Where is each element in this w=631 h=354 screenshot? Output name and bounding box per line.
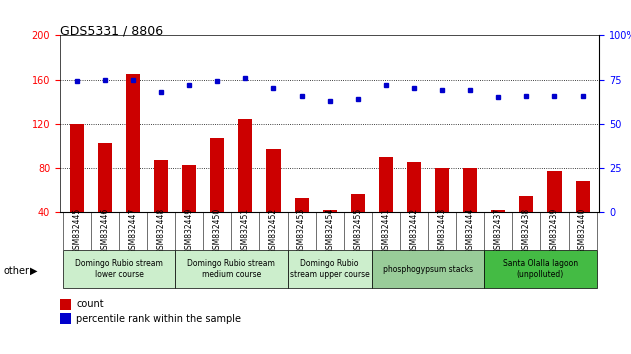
Text: percentile rank within the sample: percentile rank within the sample: [76, 314, 241, 324]
Text: phosphogypsum stacks: phosphogypsum stacks: [383, 264, 473, 274]
FancyBboxPatch shape: [175, 250, 288, 288]
Text: GSM832451: GSM832451: [241, 208, 250, 254]
FancyBboxPatch shape: [62, 250, 175, 288]
Bar: [70, 124, 84, 212]
Bar: [98, 143, 112, 212]
Text: Domingo Rubio stream
lower course: Domingo Rubio stream lower course: [75, 259, 163, 279]
Bar: [154, 160, 168, 212]
Bar: [519, 196, 533, 212]
FancyBboxPatch shape: [484, 250, 597, 288]
Text: GSM832442: GSM832442: [410, 208, 418, 254]
Text: GSM832437: GSM832437: [494, 208, 503, 254]
Text: GSM832441: GSM832441: [381, 208, 391, 254]
Text: GSM832455: GSM832455: [353, 208, 362, 254]
Bar: [492, 210, 505, 212]
Text: GSM832454: GSM832454: [325, 208, 334, 254]
Text: GDS5331 / 8806: GDS5331 / 8806: [60, 25, 163, 38]
Text: GSM832447: GSM832447: [129, 208, 138, 254]
Text: count: count: [76, 299, 104, 309]
Text: GSM832440: GSM832440: [578, 208, 587, 254]
Text: GSM832448: GSM832448: [156, 208, 165, 254]
Bar: [435, 168, 449, 212]
Bar: [407, 161, 421, 212]
Text: GSM832439: GSM832439: [550, 208, 559, 254]
Text: Domingo Rubio
stream upper course: Domingo Rubio stream upper course: [290, 259, 370, 279]
Bar: [239, 120, 252, 212]
Bar: [126, 74, 140, 212]
Text: ▶: ▶: [30, 266, 38, 276]
Text: GSM832445: GSM832445: [73, 208, 81, 254]
FancyBboxPatch shape: [372, 250, 484, 288]
FancyBboxPatch shape: [288, 250, 372, 288]
Text: GSM832444: GSM832444: [466, 208, 475, 254]
Bar: [210, 138, 225, 212]
Text: other: other: [3, 266, 29, 276]
Text: GSM832438: GSM832438: [522, 208, 531, 254]
Bar: [182, 165, 196, 212]
Text: GSM832450: GSM832450: [213, 208, 222, 254]
Bar: [351, 194, 365, 212]
Text: GSM832449: GSM832449: [185, 208, 194, 254]
Bar: [575, 181, 589, 212]
Text: Santa Olalla lagoon
(unpolluted): Santa Olalla lagoon (unpolluted): [503, 259, 578, 279]
Text: GSM832446: GSM832446: [100, 208, 109, 254]
Bar: [548, 171, 562, 212]
Text: GSM832443: GSM832443: [437, 208, 447, 254]
Bar: [266, 149, 281, 212]
Bar: [322, 210, 337, 212]
Bar: [379, 157, 393, 212]
Text: GSM832453: GSM832453: [297, 208, 306, 254]
Text: GSM832452: GSM832452: [269, 208, 278, 254]
Bar: [463, 168, 477, 212]
Bar: [295, 198, 309, 212]
Text: Domingo Rubio stream
medium course: Domingo Rubio stream medium course: [187, 259, 275, 279]
